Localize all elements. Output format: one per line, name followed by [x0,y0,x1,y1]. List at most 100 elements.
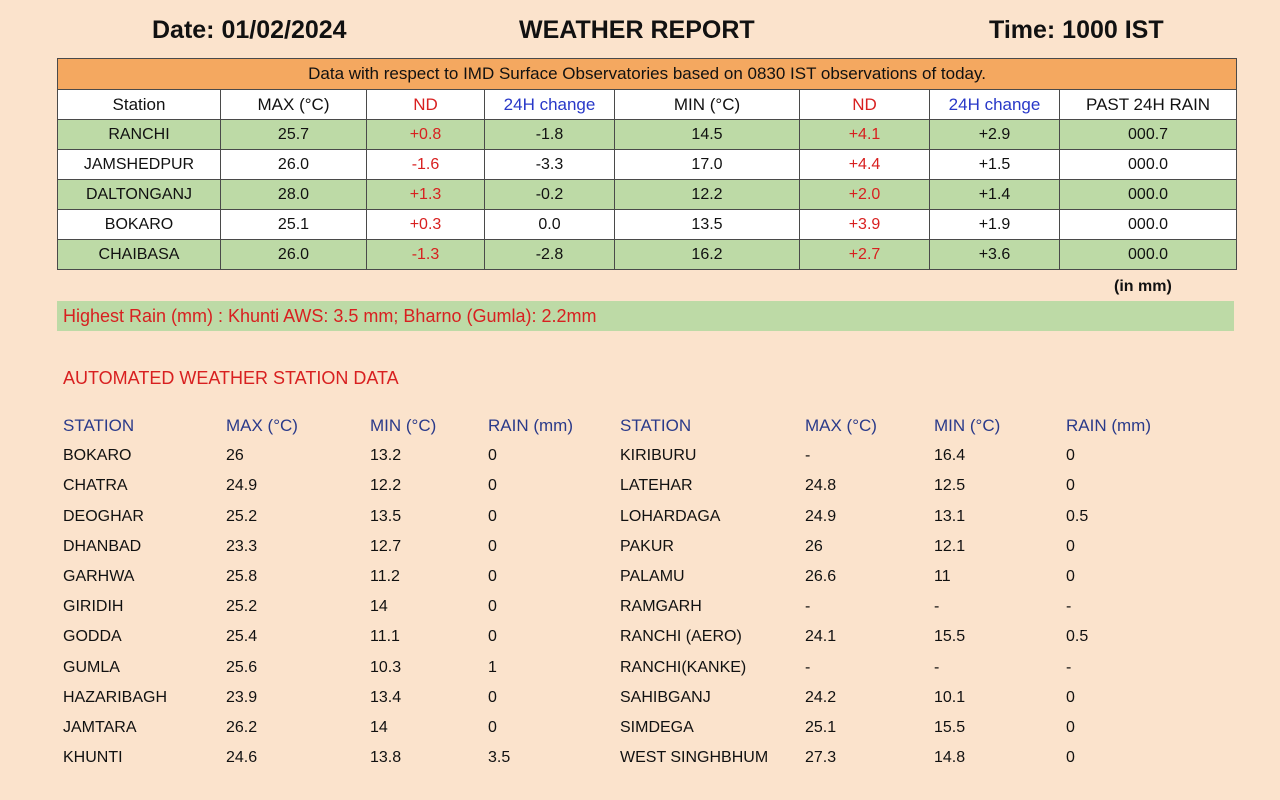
aws-min-temp: 13.5 [370,507,402,525]
aws-max-temp: 23.9 [226,688,258,706]
past-24h-rain: 000.0 [1058,239,1238,270]
table-row: KHUNTI 24.6 13.8 3.5 WEST SINGHBHUM 27.3 14.8 0 [57,743,1197,773]
aws-rain: 0 [488,598,497,616]
col-header-max-nd: ND [366,89,485,120]
aws-min-temp: 13.1 [934,507,966,525]
table-row: CHAIBASA 26.0 -1.3 -2.8 16.2 +2.7 +3.6 0… [57,239,1238,270]
aws-rain: 0.5 [1066,628,1089,646]
aws-max-temp: 24.9 [226,477,258,495]
col-header-station: Station [57,89,221,120]
aws-station-name: DEOGHAR [63,507,144,525]
aws-col-header-station: STATION [620,416,692,436]
aws-min-temp: 13.4 [370,688,402,706]
aws-col-header-rain: RAIN (mm) [488,416,573,436]
max-24h-change: -3.3 [484,149,615,180]
aws-rain: 0 [1066,749,1075,767]
aws-table: STATION MAX (°C) MIN (°C) RAIN (mm) STAT… [57,411,1197,773]
aws-station-name: LATEHAR [620,477,693,495]
table-row: CHATRA 24.9 12.2 0 LATEHAR 24.8 12.5 0 [57,471,1197,501]
aws-station-name: DHANBAD [63,537,142,555]
aws-max-temp: 25.8 [226,568,258,586]
aws-station-name: HAZARIBAGH [63,688,168,706]
aws-min-temp: 14.8 [934,749,966,767]
table-row: DEOGHAR 25.2 13.5 0 LOHARDAGA 24.9 13.1 0.5 [57,502,1197,532]
aws-rain: 0 [488,568,497,586]
aws-rain: 0.5 [1066,507,1089,525]
aws-rain: 0 [488,477,497,495]
aws-max-temp: 26.6 [805,568,837,586]
aws-station-name: KIRIBURU [620,447,697,465]
aws-rain: 3.5 [488,749,511,767]
aws-min-temp: - [934,658,940,676]
aws-col-header-min: MIN (°C) [370,416,437,436]
aws-max-temp: 25.2 [226,507,258,525]
min-nd: +4.4 [799,149,930,180]
past-24h-rain: 000.0 [1058,209,1238,240]
table-row: GODDA 25.4 11.1 0 RANCHI (AERO) 24.1 15.5 0.5 [57,622,1197,652]
col-header-past-24h-rain: PAST 24H RAIN [1058,89,1238,120]
rain-unit-note: (in mm) [1114,278,1172,295]
aws-rain: 0 [1066,477,1075,495]
max-nd: +1.3 [366,179,485,210]
aws-min-temp: 15.5 [934,718,966,736]
aws-header-row: STATION MAX (°C) MIN (°C) RAIN (mm) STAT… [57,411,1197,441]
aws-min-temp: 16.4 [934,447,966,465]
aws-rain: - [1066,598,1072,616]
aws-min-temp: 12.7 [370,537,402,555]
table-row: RANCHI 25.7 +0.8 -1.8 14.5 +4.1 +2.9 000… [57,119,1238,150]
observations-header-row: Station MAX (°C) ND 24H change MIN (°C) … [57,89,1238,120]
aws-min-temp: 11.1 [370,628,400,646]
col-header-min-24h-change: 24H change [929,89,1060,120]
aws-col-header-max: MAX (°C) [226,416,298,436]
aws-station-name: LOHARDAGA [620,507,721,525]
aws-station-name: BOKARO [63,447,132,465]
aws-col-header-min: MIN (°C) [934,416,1001,436]
aws-max-temp: 24.6 [226,749,258,767]
min-24h-change: +1.4 [929,179,1060,210]
aws-rain: 0 [1066,537,1075,555]
table-row: JAMSHEDPUR 26.0 -1.6 -3.3 17.0 +4.4 +1.5… [57,149,1238,180]
aws-max-temp: 25.2 [226,598,258,616]
aws-station-name: GARHWA [63,568,135,586]
aws-station-name: RANCHI(KANKE) [620,658,747,676]
aws-min-temp: 10.1 [934,688,966,706]
max-nd: -1.3 [366,239,485,270]
max-temp: 26.0 [220,239,367,270]
aws-rain: 0 [1066,568,1075,586]
max-nd: +0.8 [366,119,485,150]
aws-min-temp: 14 [370,598,388,616]
aws-rain: 0 [488,688,497,706]
min-temp: 16.2 [614,239,800,270]
highest-rain-banner: Highest Rain (mm) : Khunti AWS: 3.5 mm; … [57,301,1234,331]
aws-min-temp: 12.1 [934,537,966,555]
col-header-min: MIN (°C) [614,89,800,120]
table-row: HAZARIBAGH 23.9 13.4 0 SAHIBGANJ 24.2 10.1 0 [57,683,1197,713]
aws-station-name: KHUNTI [63,749,123,767]
aws-station-name: RAMGARH [620,598,702,616]
station-name: RANCHI [57,119,221,150]
table-row: BOKARO 26 13.2 0 KIRIBURU - 16.4 0 [57,441,1197,471]
aws-rain: 0 [488,447,497,465]
aws-rain: 0 [488,507,497,525]
aws-min-temp: 12.5 [934,477,966,495]
aws-station-name: RANCHI (AERO) [620,628,742,646]
aws-max-temp: 25.4 [226,628,258,646]
table-row: GUMLA 25.6 10.3 1 RANCHI(KANKE) - - - [57,653,1197,683]
station-name: CHAIBASA [57,239,221,270]
max-temp: 28.0 [220,179,367,210]
max-24h-change: -2.8 [484,239,615,270]
aws-rain: 0 [1066,447,1075,465]
report-title: WEATHER REPORT [519,16,755,44]
aws-min-temp: 11.2 [370,568,400,586]
aws-max-temp: 24.2 [805,688,837,706]
max-temp: 26.0 [220,149,367,180]
past-24h-rain: 000.0 [1058,179,1238,210]
aws-max-temp: 23.3 [226,537,258,555]
table-row: BOKARO 25.1 +0.3 0.0 13.5 +3.9 +1.9 000.… [57,209,1238,240]
aws-station-name: PAKUR [620,537,674,555]
aws-max-temp: 26 [805,537,823,555]
aws-rain: 0 [488,718,497,736]
aws-max-temp: 26 [226,447,244,465]
aws-rain: - [1066,658,1072,676]
min-24h-change: +1.5 [929,149,1060,180]
